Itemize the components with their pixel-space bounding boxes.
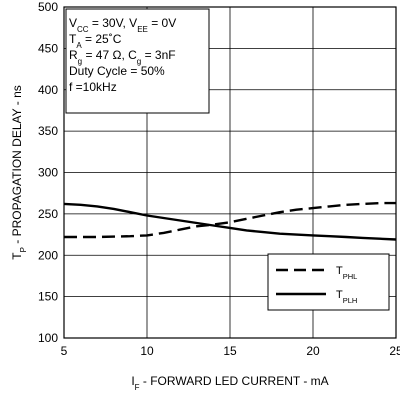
y-tick-label-300: 300 [38,166,58,180]
x-tick-label-15: 15 [223,344,237,358]
plot-frame [63,6,397,339]
y-axis-label: TP - PROPAGATION DELAY - ns [10,85,28,260]
y-tick-label-500: 500 [38,0,58,14]
legend: TPHL TPLH [267,253,390,311]
series-line-tphl [64,201,396,239]
data-series [63,201,397,241]
x-tick-label-25: 25 [389,344,400,358]
x-tick-label-20: 20 [306,344,320,358]
x-axis-label: IF - FORWARD LED CURRENT - mA [131,374,328,392]
axis-labels: IF - FORWARD LED CURRENT - mA TP - PROPAG… [10,85,329,391]
legend-frame [267,253,390,311]
condition-line: Rg = 47 Ω, Cg = 3nF [69,48,176,66]
condition-line: TA = 25˚C [69,32,122,50]
y-tick-label-200: 200 [38,248,58,262]
condition-line: f =10kHz [69,80,117,94]
legend-label: TPHL [336,265,357,281]
series-line-tplh [63,202,397,241]
x-tick-label-5: 5 [61,344,68,358]
condition-line: Duty Cycle = 50% [69,64,165,78]
legend-label: TPLH [336,289,357,305]
y-tick-label-350: 350 [38,124,58,138]
y-tick-label-450: 450 [38,41,58,55]
y-tick-label-400: 400 [38,83,58,97]
condition-line: VCC = 30V, VEE = 0V [69,16,176,34]
conditions-frame [65,8,210,114]
y-tick-label-250: 250 [38,207,58,221]
tick-labels: 100 150 200 250 300 350 400 450 500 5 10 15 20 25 [38,0,400,358]
x-tick-label-10: 10 [140,344,154,358]
y-tick-label-150: 150 [38,290,58,304]
y-tick-label-100: 100 [38,331,58,345]
